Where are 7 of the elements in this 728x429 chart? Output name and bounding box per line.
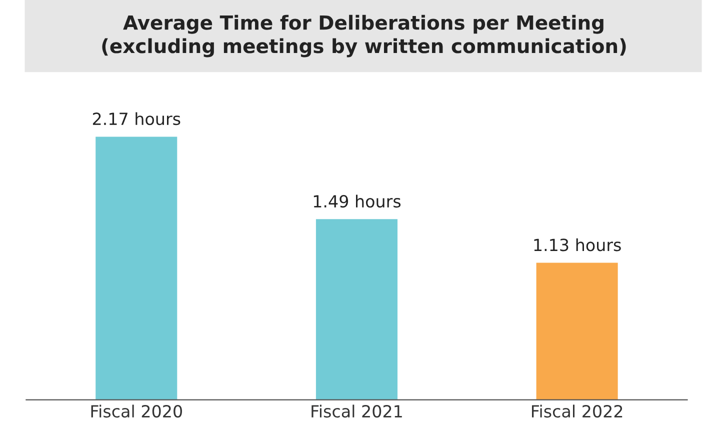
data-label: 1.49 hours (314, 194, 401, 208)
x-tick-label: Fiscal 2022 (532, 404, 622, 418)
x-tick-label: Fiscal 2020 (91, 404, 182, 418)
x-tick-label: Fiscal 2021 (312, 404, 402, 418)
chart-title: Average Time for Deliberations per Meeting (excluding meetings by written communication) (102, 14, 626, 58)
data-label: 2.17 hours (92, 112, 180, 126)
data-label: 1.13 hours (534, 238, 621, 252)
